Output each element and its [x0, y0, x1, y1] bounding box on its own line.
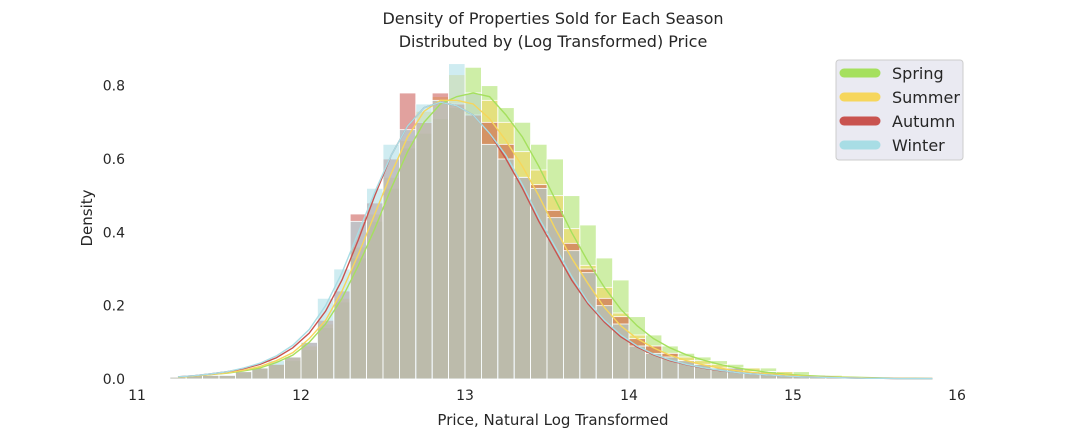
- bar-winter-20: [497, 158, 515, 380]
- bar-winter-28: [628, 345, 646, 380]
- x-tick-label-15: 15: [784, 388, 802, 404]
- legend-frame: [835, 59, 964, 161]
- bar-winter-7: [284, 356, 302, 380]
- y-axis-ticks: 0.0 0.2 0.4 0.6 0.8: [103, 79, 125, 388]
- legend-label-summer: Summer: [892, 88, 960, 107]
- bar-winter-21: [513, 176, 532, 380]
- bar-winter-15: [415, 103, 433, 380]
- series-winter-bars: [169, 63, 942, 380]
- bar-winter-14: [398, 129, 417, 380]
- bar-winter-18: [464, 92, 482, 380]
- bar-winter-25: [579, 272, 597, 380]
- legend-label-winter: Winter: [892, 136, 945, 155]
- bar-winter-17: [448, 63, 466, 380]
- x-tick-label-12: 12: [292, 388, 310, 404]
- y-tick-label-0: 0.0: [103, 372, 125, 388]
- bar-winter-8: [300, 341, 318, 380]
- y-tick-label-4: 0.8: [103, 79, 125, 95]
- x-tick-label-11: 11: [128, 388, 146, 404]
- bar-winter-3: [218, 374, 236, 380]
- bar-winter-12: [366, 187, 384, 380]
- bar-winter-23: [546, 217, 564, 380]
- y-tick-label-1: 0.2: [103, 299, 125, 315]
- histogram-bars: [169, 63, 942, 380]
- legend-items: Spring Summer Autumn Winter: [839, 64, 960, 155]
- x-axis-label: Price, Natural Log Transformed: [437, 411, 668, 429]
- kde-line-spring: [177, 92, 933, 380]
- bar-winter-19: [480, 143, 499, 380]
- legend-label-spring: Spring: [892, 64, 944, 83]
- chart-title-line-2: Distributed by (Log Transformed) Price: [399, 32, 708, 51]
- x-tick-label-14: 14: [620, 388, 638, 404]
- y-tick-label-3: 0.6: [103, 152, 125, 168]
- x-tick-label-13: 13: [456, 388, 474, 404]
- x-axis-ticks: 11 12 13 14 15 16: [128, 388, 966, 404]
- chart-title-line-1: Density of Properties Sold for Each Seas…: [382, 9, 723, 28]
- bar-winter-2: [202, 374, 220, 380]
- chart-legend: Spring Summer Autumn Winter: [835, 59, 964, 161]
- y-tick-label-2: 0.4: [103, 225, 125, 241]
- bar-winter-4: [234, 371, 253, 380]
- kde-curves: [177, 92, 933, 380]
- y-axis-label: Density: [78, 189, 96, 246]
- kde-line-winter: [177, 101, 933, 380]
- bar-winter-13: [382, 143, 400, 380]
- x-tick-label-16: 16: [948, 388, 966, 404]
- legend-label-autumn: Autumn: [892, 112, 955, 131]
- bar-winter-16: [431, 99, 450, 380]
